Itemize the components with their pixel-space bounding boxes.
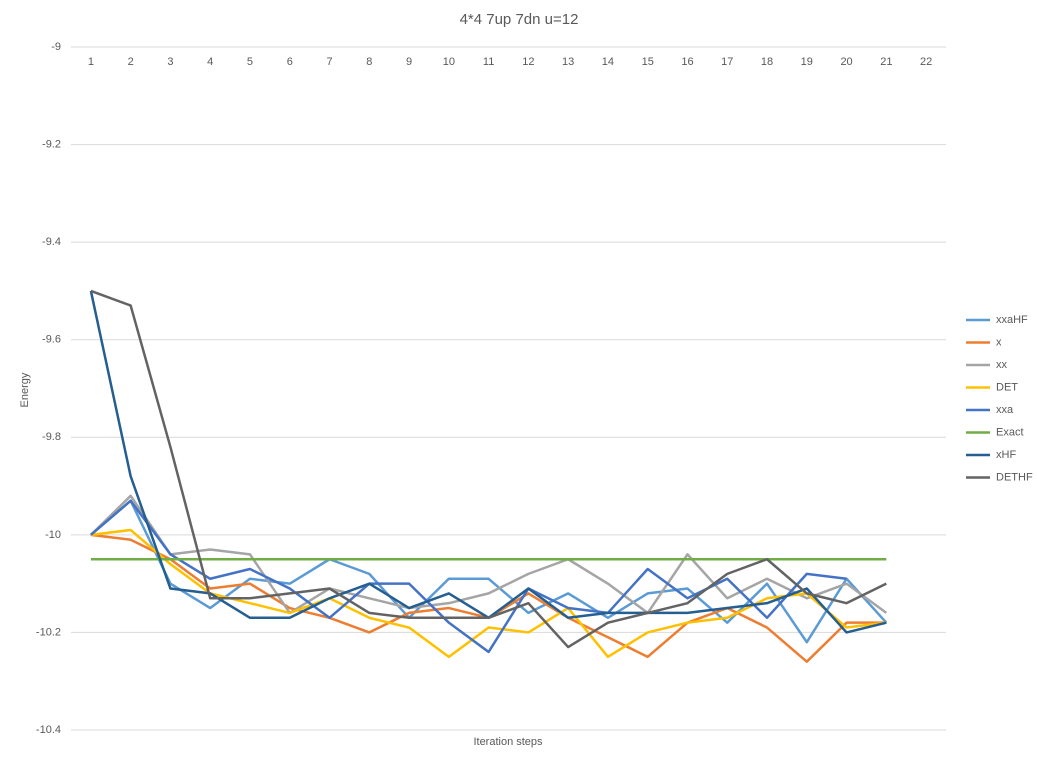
legend-label: xxa — [996, 404, 1014, 416]
legend-label: xHF — [996, 449, 1016, 461]
x-tick-label: 18 — [761, 56, 773, 68]
series-line — [90, 499, 847, 654]
x-tick-label: 2 — [128, 56, 134, 68]
y-tick-label: -10 — [45, 529, 61, 541]
legend-label: Exact — [996, 426, 1024, 438]
x-tick-label: 3 — [167, 56, 173, 68]
y-axis-title: Energy — [19, 372, 31, 407]
series-line — [90, 494, 888, 615]
y-tick-label: -9.2 — [42, 138, 61, 150]
legend-label: xx — [996, 359, 1008, 371]
x-tick-label: 15 — [642, 56, 654, 68]
y-tick-label: -9.6 — [42, 334, 61, 346]
x-tick-label: 9 — [406, 56, 412, 68]
series-line — [90, 289, 887, 649]
x-tick-label: 14 — [602, 56, 614, 68]
y-tick-label: -9 — [51, 41, 61, 53]
x-tick-label: 12 — [522, 56, 534, 68]
legend-label: DET — [996, 381, 1018, 393]
x-tick-label: 1 — [88, 56, 94, 68]
x-tick-label: 11 — [483, 56, 494, 68]
y-tick-label: -9.8 — [42, 431, 61, 443]
y-tick-label: -10.2 — [36, 626, 61, 638]
legend-label: x — [996, 336, 1002, 348]
x-tick-label: 6 — [287, 56, 293, 68]
x-tick-label: 22 — [920, 56, 932, 68]
legend-label: DETHF — [996, 471, 1033, 483]
x-tick-label: 17 — [721, 56, 733, 68]
legend-label: xxaHF — [996, 314, 1028, 326]
x-axis-title: Iteration steps — [473, 736, 543, 748]
x-tick-label: 19 — [801, 56, 813, 68]
y-tick-label: -10.4 — [36, 724, 61, 736]
x-tick-label: 4 — [207, 56, 213, 68]
series-line — [89, 290, 887, 634]
x-tick-label: 5 — [247, 56, 253, 68]
y-tick-label: -9.4 — [42, 236, 61, 248]
x-tick-label: 16 — [681, 56, 693, 68]
x-tick-label: 8 — [366, 56, 372, 68]
x-tick-label: 21 — [880, 56, 892, 68]
x-tick-label: 7 — [326, 56, 332, 68]
x-tick-label: 13 — [562, 56, 574, 68]
x-tick-label: 10 — [443, 56, 455, 68]
x-tick-label: 20 — [840, 56, 852, 68]
series-line — [90, 499, 888, 644]
chart-title: 4*4 7up 7dn u=12 — [460, 11, 579, 28]
